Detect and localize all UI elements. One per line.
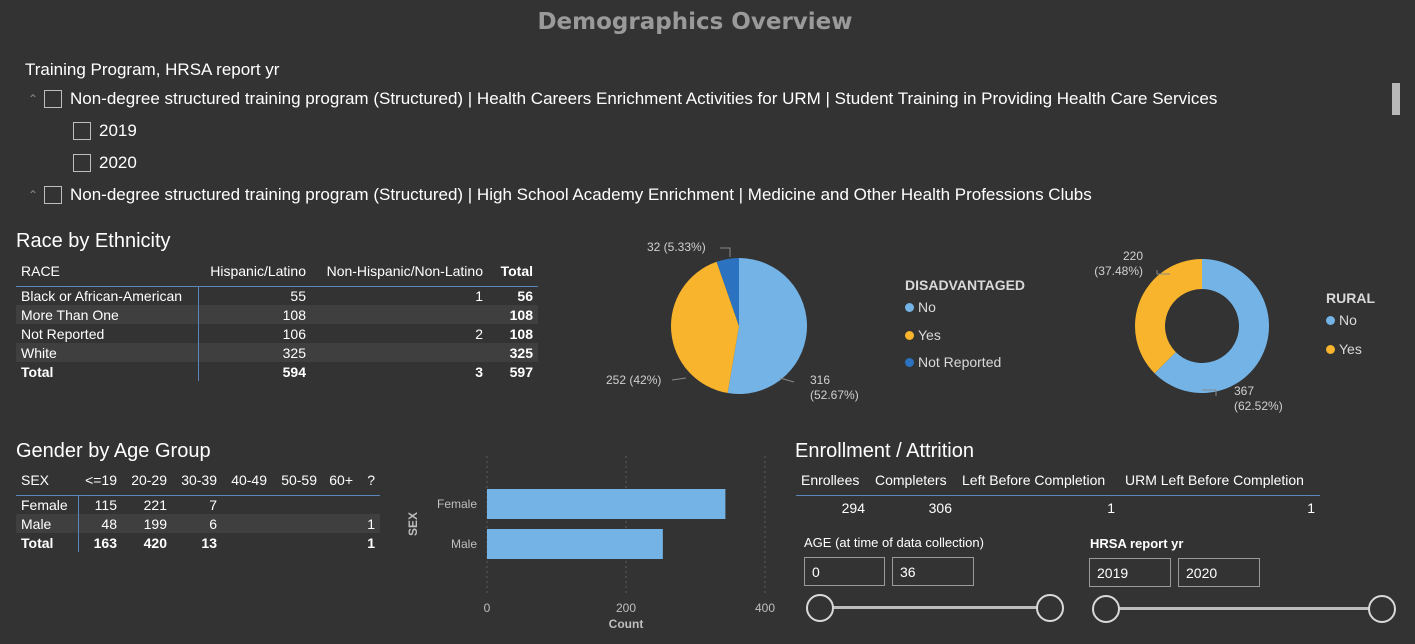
age-slider-track[interactable]	[820, 606, 1050, 609]
slicer-item-2020[interactable]: 2020	[73, 153, 137, 173]
year-min-input[interactable]: 2019	[1089, 558, 1171, 587]
disadvantaged-legend-title: DISADVANTAGED	[905, 277, 1026, 293]
table-row: Black or African-American 55 1 56	[16, 286, 538, 305]
col-header[interactable]: SEX	[16, 466, 78, 496]
pie-slice-no[interactable]	[727, 258, 808, 394]
y-category-label: Female	[437, 497, 477, 511]
legend-dot	[905, 357, 914, 367]
y-category-label: Male	[451, 537, 477, 551]
gender-matrix: SEX <=19 20-29 30-39 40-49 50-59 60+ ? F…	[16, 466, 380, 552]
enrollment-section-title: Enrollment / Attrition	[795, 440, 974, 462]
rural-legend-title: RURAL	[1326, 290, 1375, 306]
col-header[interactable]: RACE	[16, 257, 198, 287]
slicer-checkbox[interactable]	[44, 90, 62, 108]
slicer-group-2[interactable]: ⌃ Non-degree structured training program…	[22, 185, 1092, 205]
table-row: Not Reported 106 2 108	[16, 324, 538, 343]
legend-item-no[interactable]: No	[1326, 312, 1357, 328]
leader-line	[1156, 270, 1170, 275]
slicer-checkbox[interactable]	[44, 186, 62, 204]
donut-slice-yes[interactable]	[1135, 259, 1202, 374]
x-tick-label: 200	[616, 601, 636, 615]
col-header[interactable]: ?	[358, 466, 380, 496]
col-header[interactable]: Non-Hispanic/Non-Latino	[311, 257, 488, 287]
x-tick-label: 400	[755, 601, 775, 615]
gender-bar-chart: Female Male 0 200 400 Count SEX	[406, 456, 775, 631]
year-slider-min-handle[interactable]	[1092, 595, 1120, 623]
chevron-up-icon[interactable]: ⌃	[27, 188, 39, 202]
legend-dot	[1326, 344, 1335, 354]
rural-donut-chart	[1135, 259, 1269, 396]
leader-line	[671, 377, 687, 381]
pie-slice-yes[interactable]	[671, 261, 739, 394]
total-row: Total 163 420 13 1	[16, 533, 380, 552]
donut-label-yes: 220 (37.48%)	[1094, 249, 1143, 278]
year-slider-track[interactable]	[1106, 607, 1382, 610]
chevron-up-icon[interactable]: ⌃	[27, 92, 39, 106]
table-row: 294 306 1 1	[841, 500, 1315, 517]
col-header[interactable]: URM Left Before Completion	[1120, 466, 1320, 496]
col-header[interactable]: Completers	[870, 466, 957, 496]
bar-female[interactable]	[487, 489, 726, 519]
slicer-group-1[interactable]: ⌃ Non-degree structured training program…	[22, 89, 1217, 109]
table-row: Female 115 221 7	[16, 495, 380, 514]
legend-item-yes[interactable]: Yes	[1326, 341, 1362, 357]
slicer-checkbox[interactable]	[73, 122, 91, 140]
gender-section-title: Gender by Age Group	[16, 440, 211, 462]
legend-dot	[905, 330, 914, 340]
slicer-title: Training Program, HRSA report yr	[25, 60, 280, 79]
page-title: Demographics Overview	[537, 9, 853, 35]
pie-slice-not-reported[interactable]	[716, 258, 739, 326]
year-max-input[interactable]: 2020	[1178, 558, 1260, 587]
pie-label-no: 316 (52.67%)	[810, 373, 859, 402]
legend-dot	[1326, 315, 1335, 325]
age-slider-min-handle[interactable]	[806, 594, 834, 622]
age-max-input[interactable]: 36	[892, 557, 974, 586]
col-header[interactable]: <=19	[78, 466, 122, 496]
slicer-group-label: Non-degree structured training program (…	[70, 89, 1218, 108]
year-slider-max-handle[interactable]	[1368, 595, 1396, 623]
slicer-item-label: 2019	[99, 121, 137, 140]
enrollment-table: Enrollees Completers Left Before Complet…	[796, 466, 1320, 521]
col-header[interactable]: 50-59	[272, 466, 322, 496]
slicer-group-label: Non-degree structured training program (…	[70, 185, 1092, 204]
col-header[interactable]: 60+	[322, 466, 358, 496]
leader-line	[1202, 389, 1217, 396]
total-row: Total 594 3 597	[16, 362, 538, 381]
slicer-item-label: 2020	[99, 153, 137, 172]
donut-slice-no[interactable]	[1154, 259, 1269, 393]
legend-item-no[interactable]: No	[905, 299, 936, 315]
bar-male[interactable]	[487, 529, 663, 559]
slicer-item-2019[interactable]: 2019	[73, 121, 137, 141]
disadvantaged-pie-chart	[671, 247, 808, 394]
col-header[interactable]: 20-29	[122, 466, 172, 496]
table-row: More Than One 108 108	[16, 305, 538, 324]
leader-line	[779, 377, 795, 383]
legend-item-not-reported[interactable]: Not Reported	[905, 354, 1001, 370]
x-axis-label: Count	[609, 617, 644, 631]
col-header[interactable]: Hispanic/Latino	[198, 257, 311, 287]
table-row: White 325 325	[16, 343, 538, 362]
col-header[interactable]: Enrollees	[796, 466, 870, 496]
age-filter-label: AGE (at time of data collection)	[804, 535, 984, 550]
donut-label-no: 367 (62.52%)	[1234, 384, 1283, 413]
age-slider-max-handle[interactable]	[1036, 594, 1064, 622]
year-filter-label: HRSA report yr	[1090, 536, 1184, 551]
slicer-scrollbar[interactable]	[1392, 83, 1400, 115]
col-header[interactable]: Total	[488, 257, 538, 287]
legend-dot	[905, 302, 914, 312]
pie-label-not-reported: 32 (5.33%)	[647, 240, 706, 254]
col-header[interactable]: 40-49	[222, 466, 272, 496]
table-row: Male 48 199 6 1	[16, 514, 380, 533]
pie-label-yes: 252 (42%)	[606, 373, 662, 387]
race-section-title: Race by Ethnicity	[16, 230, 171, 252]
age-min-input[interactable]: 0	[804, 557, 885, 586]
slicer-checkbox[interactable]	[73, 154, 91, 172]
leader-line	[720, 247, 731, 257]
legend-item-yes[interactable]: Yes	[905, 327, 941, 343]
x-tick-label: 0	[484, 601, 491, 615]
race-matrix: RACE Hispanic/Latino Non-Hispanic/Non-La…	[16, 257, 538, 381]
col-header[interactable]: Left Before Completion	[957, 466, 1120, 496]
col-header[interactable]: 30-39	[172, 466, 222, 496]
y-axis-label: SEX	[406, 512, 420, 536]
